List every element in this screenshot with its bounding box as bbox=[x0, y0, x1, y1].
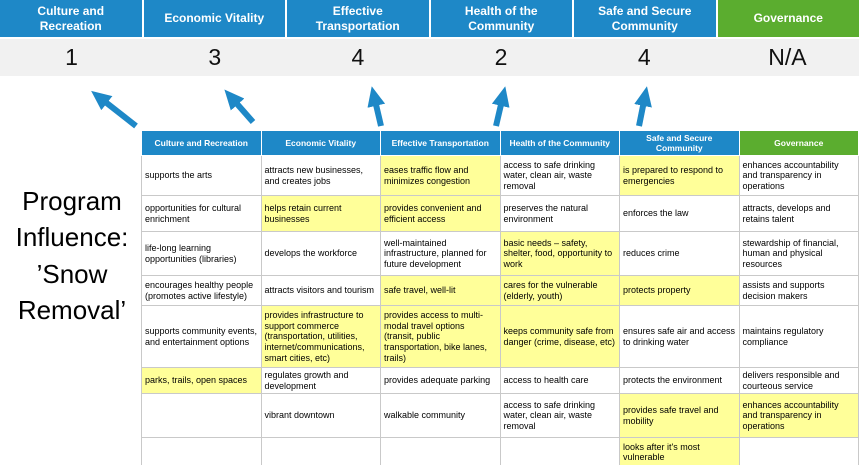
table-cell bbox=[499, 437, 620, 465]
influence-arrow-2 bbox=[224, 89, 256, 124]
table-cell: parks, trails, open spaces bbox=[141, 367, 262, 395]
table-cell: basic needs – safety, shelter, food, opp… bbox=[499, 231, 620, 277]
table-cell: access to safe drinking water, clean air… bbox=[499, 393, 620, 439]
pillar-header-effective-transportation: Effective Transportation bbox=[287, 0, 429, 37]
influence-matrix-body: supports the arts attracts new businesses… bbox=[141, 155, 859, 465]
table-cell: access to safe drinking water, clean air… bbox=[499, 155, 620, 197]
score-culture-and-recreation: 1 bbox=[65, 44, 78, 70]
table-cell: walkable community bbox=[380, 393, 501, 439]
matrix-header-culture-and-recreation: Culture and Recreation bbox=[141, 129, 262, 157]
table-cell: enhances accountability and transparency… bbox=[738, 155, 859, 197]
pillar-header-safe-and-secure-community: Safe and Secure Community bbox=[574, 0, 716, 37]
score-row: 1 3 4 2 4 N/A bbox=[0, 39, 859, 76]
table-cell bbox=[260, 437, 381, 465]
matrix-header-effective-transportation: Effective Transportation bbox=[380, 129, 501, 157]
table-cell: develops the workforce bbox=[260, 231, 381, 277]
table-cell: protects the environment bbox=[619, 367, 740, 395]
table-cell: delivers responsible and courteous servi… bbox=[738, 367, 859, 395]
pillar-header-culture-and-recreation: Culture and Recreation bbox=[0, 0, 142, 37]
table-cell: assists and supports decision makers bbox=[738, 275, 859, 307]
score-economic-vitality: 3 bbox=[208, 44, 222, 70]
score-governance: N/A bbox=[768, 44, 807, 70]
table-cell: provides convenient and efficient access bbox=[380, 195, 501, 233]
table-cell: well-maintained infrastructure, planned … bbox=[380, 231, 501, 277]
table-cell bbox=[141, 437, 262, 465]
table-row: looks after it's most vulnerable bbox=[141, 437, 859, 465]
table-cell: protects property bbox=[619, 275, 740, 307]
table-cell: keeps community safe from danger (crime,… bbox=[499, 305, 620, 369]
table-cell: preserves the natural environment bbox=[499, 195, 620, 233]
table-cell: safe travel, well-lit bbox=[380, 275, 501, 307]
table-cell: provides infrastructure to support comme… bbox=[260, 305, 381, 369]
table-row: supports community events, and entertain… bbox=[141, 305, 859, 369]
influence-arrow-1 bbox=[91, 90, 138, 129]
table-cell: ensures safe air and access to drinking … bbox=[619, 305, 740, 369]
matrix-header-governance: Governance bbox=[738, 129, 859, 157]
table-cell: attracts visitors and tourism bbox=[260, 275, 381, 307]
influence-matrix: Culture and Recreation Economic Vitality… bbox=[141, 129, 859, 465]
table-cell: encourages healthy people (promotes acti… bbox=[141, 275, 262, 307]
table-row: opportunities for cultural enrichment hel… bbox=[141, 195, 859, 233]
influence-arrow-4 bbox=[491, 86, 510, 127]
influence-arrow-5 bbox=[634, 86, 652, 127]
table-cell: maintains regulatory compliance bbox=[738, 305, 859, 369]
pillar-header-economic-vitality: Economic Vitality bbox=[143, 0, 285, 37]
table-cell: enhances accountability and transparency… bbox=[738, 393, 859, 439]
table-cell: access to health care bbox=[499, 367, 620, 395]
influence-arrow-3 bbox=[367, 86, 386, 127]
table-row: parks, trails, open spaces regulates grow… bbox=[141, 367, 859, 395]
score-health-of-the-community: 2 bbox=[494, 44, 508, 70]
matrix-header-row: Culture and Recreation Economic Vitality… bbox=[141, 129, 859, 157]
table-cell bbox=[380, 437, 501, 465]
score-effective-transportation: 4 bbox=[351, 44, 365, 70]
table-cell: cares for the vulnerable (elderly, youth… bbox=[499, 275, 620, 307]
program-title: Program Influence: ’Snow Removal’ bbox=[15, 186, 129, 326]
table-cell: reduces crime bbox=[619, 231, 740, 277]
table-cell: attracts, develops and retains talent bbox=[738, 195, 859, 233]
table-cell: opportunities for cultural enrichment bbox=[141, 195, 262, 233]
table-row: life-long learning opportunities (librar… bbox=[141, 231, 859, 277]
table-cell: eases traffic flow and minimizes congest… bbox=[380, 155, 501, 197]
table-cell: helps retain current businesses bbox=[260, 195, 381, 233]
matrix-header-safe-and-secure-community: Safe and Secure Community bbox=[619, 129, 740, 157]
table-row: supports the arts attracts new businesses… bbox=[141, 155, 859, 197]
table-cell bbox=[738, 437, 859, 465]
table-cell: provides adequate parking bbox=[380, 367, 501, 395]
pillar-header-row: Culture and Recreation Economic Vitality… bbox=[0, 0, 859, 37]
table-cell: supports the arts bbox=[141, 155, 262, 197]
table-row: encourages healthy people (promotes acti… bbox=[141, 275, 859, 307]
pillar-header-governance: Governance bbox=[717, 0, 859, 37]
table-cell: is prepared to respond to emergencies bbox=[619, 155, 740, 197]
table-cell: supports community events, and entertain… bbox=[141, 305, 262, 369]
table-row: vibrant downtown walkable community access… bbox=[141, 393, 859, 439]
matrix-header-health-of-the-community: Health of the Community bbox=[499, 129, 620, 157]
table-cell: vibrant downtown bbox=[260, 393, 381, 439]
table-cell: stewardship of financial, human and phys… bbox=[738, 231, 859, 277]
table-cell: life-long learning opportunities (librar… bbox=[141, 231, 262, 277]
score-safe-and-secure-community: 4 bbox=[637, 44, 651, 70]
table-cell: looks after it's most vulnerable bbox=[619, 437, 740, 465]
pillar-header-health-of-the-community: Health of the Community bbox=[430, 0, 572, 37]
table-cell: enforces the law bbox=[619, 195, 740, 233]
table-cell bbox=[141, 393, 262, 439]
matrix-header-economic-vitality: Economic Vitality bbox=[260, 129, 381, 157]
table-cell: attracts new businesses, and creates job… bbox=[260, 155, 381, 197]
table-cell: regulates growth and development bbox=[260, 367, 381, 395]
table-cell: provides access to multi-modal travel op… bbox=[380, 305, 501, 369]
table-cell: provides safe travel and mobility bbox=[619, 393, 740, 439]
influence-matrix-table: Culture and Recreation Economic Vitality… bbox=[141, 129, 859, 465]
